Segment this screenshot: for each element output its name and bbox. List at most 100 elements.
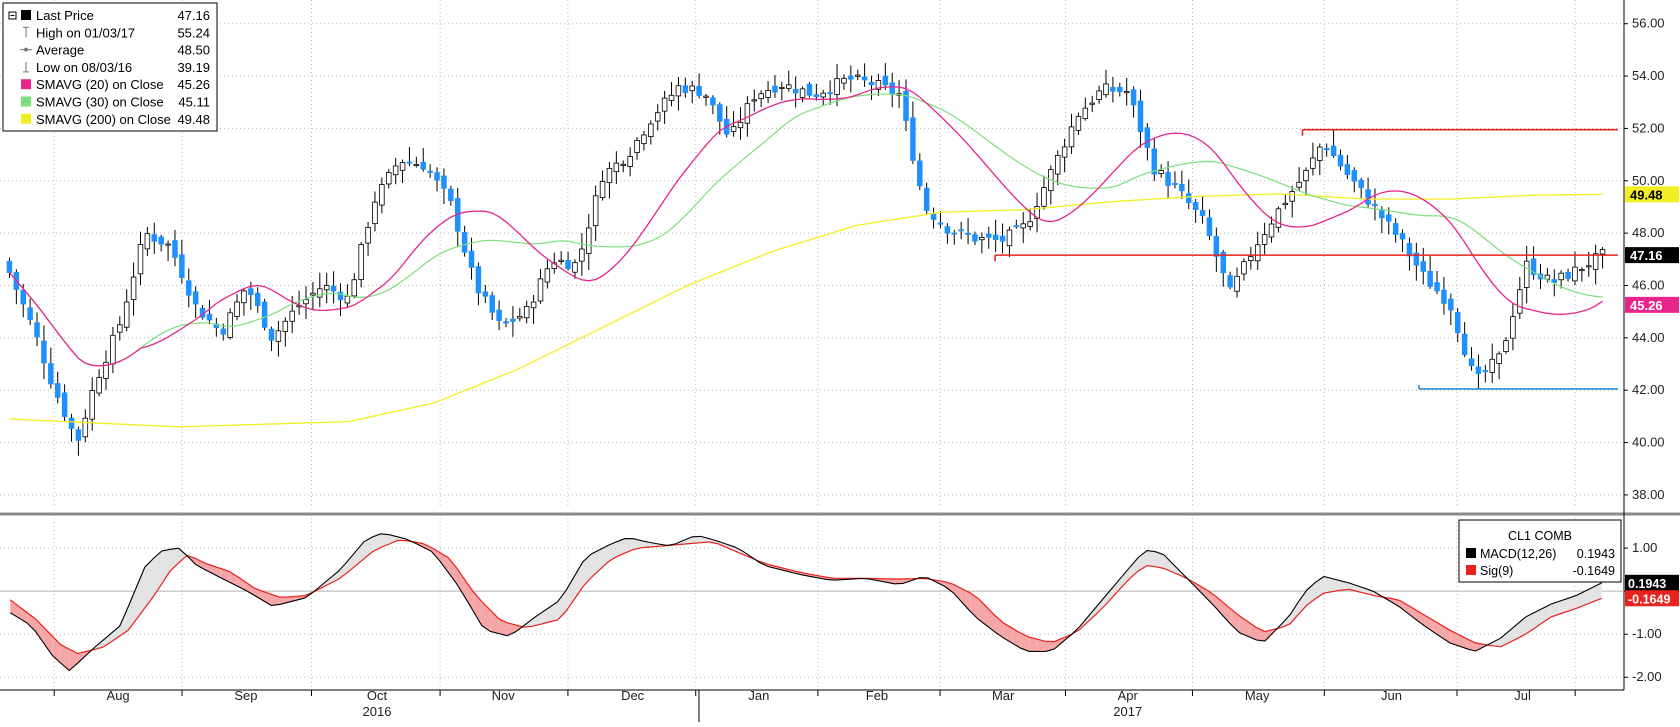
sma200-line (9, 193, 1603, 428)
candle (1303, 167, 1309, 196)
candle-body-down (1399, 233, 1406, 240)
candle-body-up (1579, 269, 1585, 272)
candle (703, 94, 709, 106)
candle (1310, 142, 1316, 176)
candle (917, 153, 923, 191)
candle-body-up (517, 315, 523, 319)
price-legend-label: SMAVG (200) on Close (36, 112, 171, 127)
candle-body-down (951, 232, 958, 235)
candle (337, 283, 344, 317)
candle (496, 300, 502, 331)
candle (675, 76, 682, 111)
candle-body-up (1158, 170, 1164, 174)
candle-body-down (434, 172, 440, 181)
macd-fill-segment (144, 558, 154, 608)
candle-body-up (606, 167, 613, 184)
candle (1510, 303, 1516, 351)
sma200-swatch-icon (21, 113, 31, 124)
candle-body-up (641, 134, 647, 145)
price-y-tick-label: 38.00 (1632, 487, 1665, 502)
candle (1282, 194, 1289, 210)
candle (606, 161, 613, 199)
price-legend-item: Low on 08/03/16 39.19 (23, 60, 210, 75)
candle-body-down (1206, 217, 1213, 236)
candle-body-down (261, 301, 268, 328)
candle (1227, 271, 1233, 290)
candle (613, 151, 620, 184)
price-legend-item: SMAVG (200) on Close 49.48 (21, 112, 210, 127)
candle (89, 377, 95, 431)
candle-body-up (1123, 91, 1130, 94)
candle (882, 63, 889, 90)
candle (1013, 219, 1020, 229)
candle (406, 146, 413, 167)
candle-body-down (910, 117, 916, 161)
macd-fill-segment (212, 565, 221, 578)
x-tick-label: Jan (748, 688, 769, 703)
candle-body-up (627, 156, 633, 167)
macd-fill-segment (540, 607, 550, 625)
candle-body-down (1323, 148, 1330, 151)
candle-body-up (110, 334, 116, 365)
x-tick-label: May (1245, 688, 1270, 703)
candle-body-down (75, 429, 82, 441)
candle-body-up (786, 84, 792, 89)
candle-body-up (241, 290, 247, 304)
macd-fill-segment (1584, 587, 1594, 605)
candle-body-down (889, 82, 895, 94)
candle-body-up (1034, 206, 1040, 220)
candle-body-down (468, 250, 475, 268)
candle-body-down (1330, 145, 1337, 157)
candle-body-up (799, 88, 806, 98)
candle (392, 158, 399, 185)
x-tick-label: Oct (367, 688, 388, 703)
price-badge-bg (1625, 186, 1679, 203)
candle (627, 147, 633, 177)
macd-fill-segment (372, 533, 381, 552)
candle (372, 191, 378, 232)
candle-body-up (1041, 187, 1047, 207)
candle-body-down (806, 83, 813, 96)
macd-fill-segment (1568, 595, 1577, 612)
year-label: 2016 (363, 704, 392, 719)
candle (861, 63, 868, 87)
candle-body-down (406, 161, 413, 164)
macd-fill-segment (624, 538, 634, 554)
candle-body-up (1282, 202, 1289, 206)
candle-body-down (1475, 366, 1482, 375)
candle (696, 73, 702, 99)
macd-fill-segment (10, 599, 19, 618)
macd-fill-segment (566, 576, 575, 612)
candle (1441, 277, 1447, 315)
candle (213, 317, 220, 337)
candle (123, 289, 130, 332)
macd-fill-segment (1475, 642, 1484, 652)
candle-body-up (1103, 83, 1109, 96)
candle-body-up (1289, 191, 1295, 202)
candle (599, 170, 606, 201)
candle (992, 219, 999, 253)
candle (1020, 212, 1026, 244)
candle (999, 223, 1006, 254)
macd-badge: -0.1649 (1625, 590, 1679, 607)
candle (1392, 218, 1399, 243)
candle-body-down (848, 75, 854, 80)
candle-body-up (1068, 126, 1075, 148)
candle-body-down (61, 392, 68, 417)
candle (910, 101, 916, 165)
candle (1330, 130, 1337, 158)
macd-fill-segment (1121, 566, 1131, 587)
candle (558, 251, 564, 265)
candle-body-up (1586, 265, 1592, 268)
x-tick-label: Sep (234, 688, 257, 703)
candle (1103, 69, 1109, 98)
candle-body-up (875, 80, 882, 90)
macd-fill-segment (1012, 628, 1021, 649)
price-grid: 38.00 40.00 42.00 44.00 46.00 48.00 50.00 52.00… (0, 16, 1665, 502)
candle (1406, 237, 1413, 271)
price-legend-value: 45.11 (178, 95, 210, 110)
candle (254, 287, 261, 313)
macd-fill-segment (1037, 639, 1046, 652)
candle (1096, 85, 1102, 104)
